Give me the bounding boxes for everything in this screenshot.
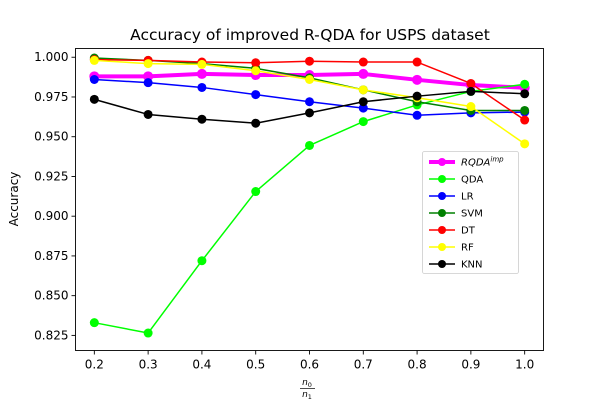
y-tick-label: 1.000 (34, 50, 68, 64)
data-point-qda (197, 256, 207, 266)
data-point-qda (520, 79, 530, 89)
data-point-knn (143, 109, 153, 119)
x-tick-label: 0.4 (192, 358, 211, 372)
legend-label: SVM (461, 209, 483, 220)
data-point-knn (251, 118, 261, 128)
legend-swatch-marker (438, 192, 446, 200)
data-point-lr (412, 110, 422, 120)
legend-label: LR (461, 192, 474, 203)
data-point-rf (89, 55, 99, 65)
legend-label: DT (461, 226, 476, 237)
x-tick-label: 0.8 (408, 358, 427, 372)
legend-entry-dt: DT (429, 226, 476, 237)
x-axis: 0.2 0.3 0.4 0.5 0.6 0.7 0.8 0.9 1.0 (85, 350, 534, 372)
legend-entry-rf: RF (429, 243, 474, 254)
data-point-rf (305, 74, 314, 84)
data-point-rqda (412, 74, 423, 85)
data-point-dt (520, 115, 530, 125)
data-point-lr (358, 103, 368, 113)
data-point-lr (89, 74, 99, 84)
legend-entry-knn: KNN (429, 260, 483, 271)
data-point-dt (412, 57, 422, 67)
data-point-knn (412, 91, 422, 101)
y-tick-label: 0.825 (34, 328, 68, 342)
legend-label: QDA (461, 175, 483, 186)
chart-title: Accuracy of improved R-QDA for USPS data… (130, 26, 490, 44)
data-point-rf (197, 59, 207, 69)
data-point-rf (251, 66, 261, 76)
x-tick-label: 0.7 (354, 358, 373, 372)
y-tick-label: 0.900 (34, 209, 68, 223)
data-point-rf (466, 102, 476, 112)
data-point-dt (358, 57, 368, 67)
series-knn (89, 86, 530, 128)
data-point-rf (358, 85, 368, 95)
data-point-svm (520, 105, 530, 115)
data-point-qda (358, 117, 368, 127)
data-point-qda (251, 187, 261, 197)
data-point-lr (305, 97, 314, 107)
data-point-dt (305, 56, 314, 66)
x-tick-label: 0.9 (461, 358, 480, 372)
data-point-rqda (196, 68, 207, 79)
x-tick-label: 1.0 (515, 358, 534, 372)
data-point-knn (305, 108, 314, 118)
legend-label: RF (461, 243, 474, 254)
series-layer (89, 53, 530, 338)
data-point-qda (305, 140, 314, 150)
legend-entry-svm: SVM (429, 209, 483, 220)
legend-label: RQDAimp (461, 156, 504, 169)
legend-box (422, 151, 519, 274)
data-point-rqda (358, 68, 369, 79)
y-tick-label: 0.875 (34, 249, 68, 263)
y-tick-label: 0.950 (34, 130, 68, 144)
legend-label: KNN (461, 260, 483, 271)
legend-swatch-marker (438, 260, 446, 268)
data-point-lr (197, 82, 207, 92)
legend-entry-rqda: RQDAimp (429, 156, 504, 169)
x-tick-label: 0.6 (300, 358, 319, 372)
legend-swatch-marker (438, 209, 446, 217)
data-point-lr (251, 90, 261, 100)
legend-swatch-marker (438, 175, 446, 183)
legend: RQDAimp QDA LR SVM DT RF KNN (422, 151, 519, 274)
data-point-dt (251, 58, 261, 68)
y-tick-label: 0.850 (34, 289, 68, 303)
x-label-numerator: n0 (302, 378, 312, 389)
y-axis: 0.825 0.850 0.875 0.900 0.925 0.950 0.975 1.000 (34, 50, 76, 342)
data-point-qda (89, 318, 99, 328)
legend-entry-qda: QDA (429, 175, 483, 186)
y-axis-label: Accuracy (7, 172, 21, 227)
data-point-knn (358, 97, 368, 107)
data-point-knn (520, 89, 530, 99)
data-point-lr (143, 78, 153, 88)
data-point-dt (466, 78, 476, 88)
legend-entry-lr: LR (429, 192, 474, 203)
y-tick-label: 0.975 (34, 90, 68, 104)
x-label-denominator: n1 (302, 390, 312, 401)
x-tick-label: 0.5 (246, 358, 265, 372)
data-point-knn (466, 86, 476, 96)
x-axis-label: n0 n1 (300, 378, 315, 401)
data-point-rf (143, 59, 153, 69)
data-point-knn (89, 94, 99, 104)
x-tick-label: 0.3 (139, 358, 158, 372)
data-point-rqda (143, 71, 154, 82)
y-tick-label: 0.925 (34, 169, 68, 183)
x-tick-label: 0.2 (85, 358, 104, 372)
data-point-qda (143, 328, 153, 338)
legend-swatch-marker (438, 158, 446, 166)
legend-swatch-marker (438, 243, 446, 251)
data-point-knn (197, 114, 207, 124)
series-line-knn (94, 90, 525, 124)
legend-swatch-marker (438, 226, 446, 234)
data-point-rf (520, 139, 530, 149)
